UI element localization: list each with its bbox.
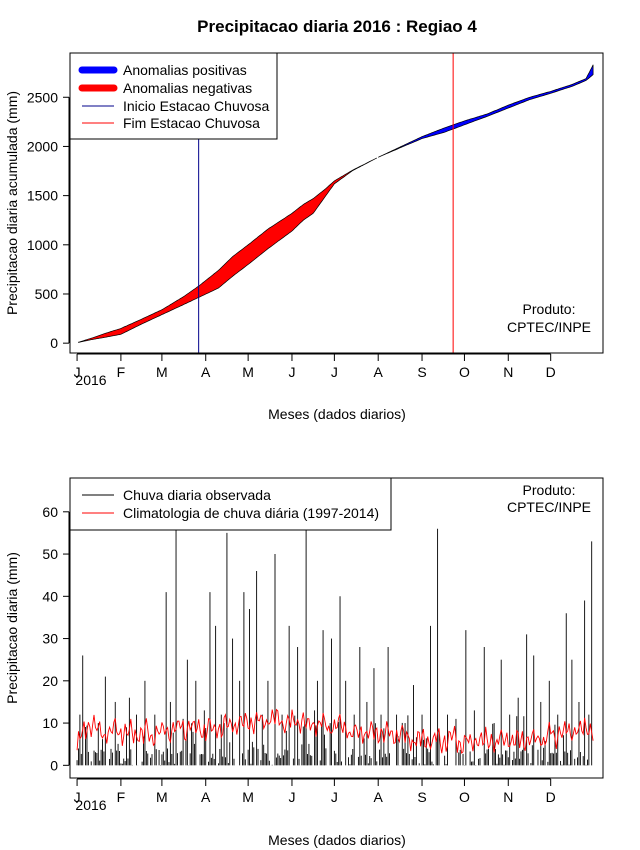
- x-tick-label: J: [331, 789, 338, 805]
- y-tick-label: 500: [35, 286, 59, 302]
- y-tick-label: 30: [42, 631, 58, 647]
- x-tick-label: S: [417, 789, 426, 805]
- x-tick-label: M: [242, 789, 254, 805]
- x-tick-label: N: [503, 364, 513, 380]
- daily-chart: 0 10 20 30 40 50 60 J F M A M J J A S O N D 2016 Meses (d…: [4, 477, 604, 848]
- product-label: Produto:: [523, 482, 576, 498]
- x-tick-label: A: [374, 364, 384, 380]
- legend-label-end: Fim Estacao Chuvosa: [123, 115, 260, 131]
- legend: Anomalias positivas Anomalias negativas …: [69, 52, 278, 140]
- legend-label-start: Inicio Estacao Chuvosa: [123, 98, 270, 114]
- y-axis-label: Precipitacao diaria acumulada (mm): [4, 91, 20, 315]
- y-tick-label: 2500: [27, 89, 58, 105]
- year-label: 2016: [75, 372, 106, 388]
- x-tick-label: J: [74, 789, 81, 805]
- climatology-line: [76, 708, 594, 754]
- legend-label-climatology: Climatologia de chuva diária (1997-2014): [123, 505, 379, 521]
- x-tick-label: S: [417, 364, 426, 380]
- y-tick-label: 50: [42, 546, 58, 562]
- y-tick-label: 1000: [27, 237, 58, 253]
- x-tick-label: M: [156, 789, 168, 805]
- x-axis-label: Meses (dados diarios): [268, 406, 406, 422]
- legend: Chuva diaria observada Climatologia de c…: [69, 477, 392, 531]
- y-axis: 0 10 20 30 40 50 60: [42, 504, 70, 773]
- legend-label-positive: Anomalias positivas: [123, 62, 247, 78]
- daily-bars: [76, 528, 593, 766]
- x-tick-label: D: [546, 364, 556, 380]
- x-tick-label: J: [288, 364, 295, 380]
- x-tick-label: A: [201, 789, 211, 805]
- x-tick-label: F: [117, 364, 126, 380]
- y-tick-label: 10: [42, 715, 58, 731]
- legend-label-observed: Chuva diaria observada: [123, 487, 271, 503]
- accumulated-chart: Precipitacao diaria 2016 : Regiao 4 0 500…: [4, 17, 604, 422]
- y-tick-label: 0: [50, 335, 58, 351]
- x-tick-label: J: [74, 364, 81, 380]
- x-tick-label: F: [117, 789, 126, 805]
- product-source: CPTEC/INPE: [507, 319, 591, 335]
- y-tick-label: 1500: [27, 188, 58, 204]
- x-tick-label: D: [546, 789, 556, 805]
- x-tick-label: O: [459, 364, 470, 380]
- y-axis: 0 500 1000 1500 2000 2500: [27, 89, 70, 351]
- x-tick-label: M: [156, 364, 168, 380]
- y-tick-label: 0: [50, 757, 58, 773]
- y-tick-label: 20: [42, 673, 58, 689]
- positive-anomaly-area-2: [378, 64, 594, 158]
- legend-label-negative: Anomalias negativas: [123, 80, 252, 96]
- y-axis-label: Precipitacao diaria (mm): [4, 552, 20, 704]
- x-tick-label: A: [374, 789, 384, 805]
- x-tick-label: A: [201, 364, 211, 380]
- plot-frame: [69, 52, 604, 354]
- anomaly-areas: [78, 64, 594, 343]
- y-tick-label: 40: [42, 588, 58, 604]
- year-label: 2016: [75, 797, 106, 813]
- x-tick-label: J: [288, 789, 295, 805]
- product-source: CPTEC/INPE: [507, 499, 591, 515]
- x-tick-label: N: [503, 789, 513, 805]
- product-label: Produto:: [523, 301, 576, 317]
- y-tick-label: 60: [42, 504, 58, 520]
- x-tick-label: J: [331, 364, 338, 380]
- legend-box: [69, 477, 392, 531]
- negative-anomaly-area-1: [78, 157, 377, 343]
- chart-title: Precipitacao diaria 2016 : Regiao 4: [197, 17, 477, 36]
- x-axis-label: Meses (dados diarios): [268, 832, 406, 848]
- climatology-daily-line: [76, 708, 594, 754]
- y-tick-label: 2000: [27, 138, 58, 154]
- x-tick-label: O: [459, 789, 470, 805]
- x-tick-label: M: [242, 364, 254, 380]
